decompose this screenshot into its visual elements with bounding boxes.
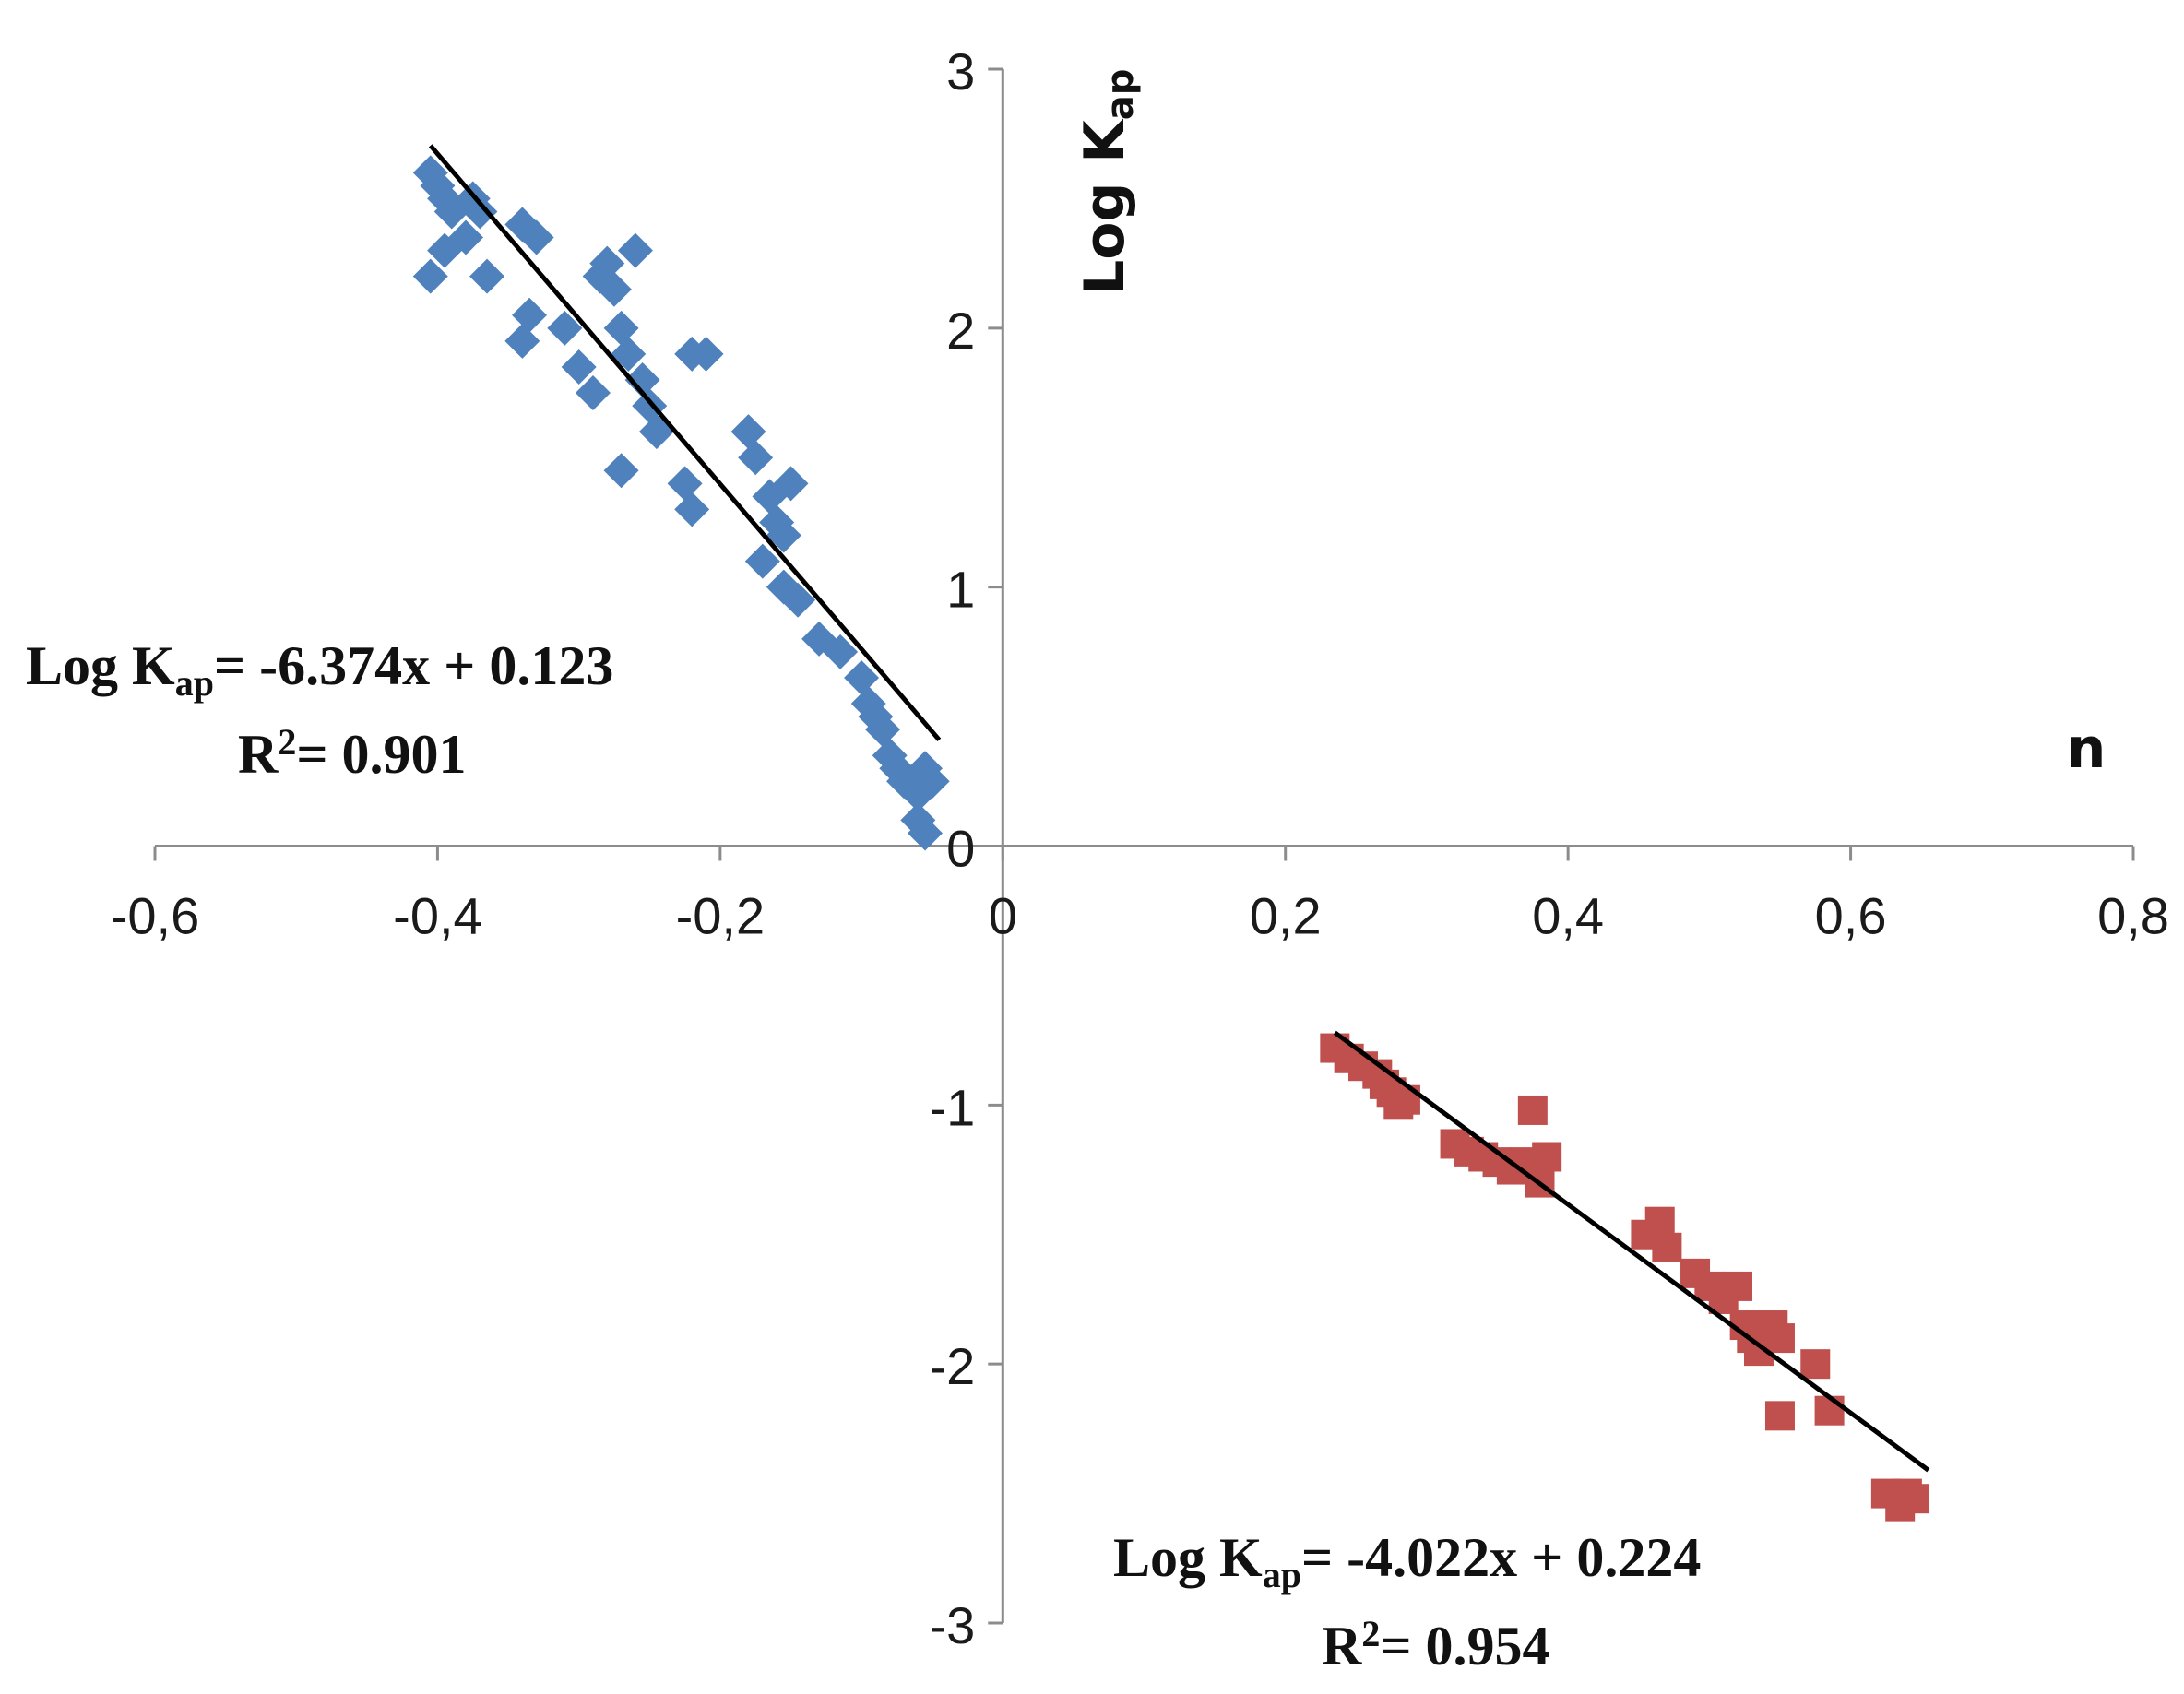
data-point-square <box>1764 1401 1795 1431</box>
data-point-diamond <box>730 414 766 450</box>
data-point-diamond <box>844 659 880 695</box>
data-point-diamond <box>412 258 448 294</box>
y-axis-title-main: Log K <box>1073 118 1137 295</box>
data-point-diamond <box>744 543 780 579</box>
data-point-diamond <box>518 219 554 255</box>
series-layer <box>412 155 1929 1522</box>
data-point-diamond <box>624 362 660 397</box>
series-1 <box>1320 1033 1929 1522</box>
y-tick-label: 0 <box>946 820 975 878</box>
data-point-square <box>1800 1349 1831 1380</box>
y-tick-label: -3 <box>929 1596 975 1654</box>
data-point-diamond <box>766 517 801 553</box>
data-point-diamond <box>561 349 597 385</box>
data-point-diamond <box>596 271 632 307</box>
y-tick-label: 3 <box>946 42 975 101</box>
data-point-diamond <box>603 310 639 346</box>
data-point-diamond <box>617 232 653 268</box>
data-point-diamond <box>504 323 540 359</box>
trendline-0 <box>428 144 942 741</box>
trendline-1 <box>1333 1030 1930 1473</box>
data-point-diamond <box>865 712 901 748</box>
data-point-diamond <box>667 466 703 502</box>
x-tick-label: -0,4 <box>393 887 482 945</box>
data-point-diamond <box>780 582 816 618</box>
x-tick-label: 0,4 <box>1532 887 1604 945</box>
x-tick-label: 0,6 <box>1815 887 1887 945</box>
data-point-square <box>1814 1395 1845 1426</box>
data-point-diamond <box>823 634 859 669</box>
data-point-diamond <box>773 466 809 502</box>
data-point-diamond <box>674 492 710 527</box>
data-point-diamond <box>603 453 639 489</box>
data-point-diamond <box>638 414 674 450</box>
y-axis-title: Log Kap <box>1073 69 1142 295</box>
tick-labels: -0,6 -0,4 -0,2 0 0,2 0,4 0,6 0,8 -3 -2 -1 0 1 2 3 <box>111 42 2169 1654</box>
y-tick-label: -1 <box>929 1078 975 1136</box>
equation-blue-line1: Log Kap= -6.374x + 0.123 <box>26 635 613 704</box>
x-tick-label: 0,2 <box>1250 887 1322 945</box>
equation-annotation-red: Log Kap= -4.022x + 0.224 R2= 0.954 <box>1113 1527 1701 1676</box>
x-tick-label: 0 <box>989 887 1017 945</box>
axes <box>153 67 2135 1625</box>
data-point-diamond <box>914 764 950 800</box>
data-point-diamond <box>448 219 484 255</box>
equation-annotation-blue: Log Kap= -6.374x + 0.123 R2= 0.901 <box>26 635 613 785</box>
series-0 <box>412 155 950 851</box>
data-point-diamond <box>589 245 625 281</box>
x-tick-label: 0,8 <box>2097 887 2169 945</box>
data-point-diamond <box>512 297 548 333</box>
equation-red-line1: Log Kap= -4.022x + 0.224 <box>1113 1527 1701 1595</box>
y-tick-label: -2 <box>929 1337 975 1395</box>
trendlines <box>428 144 1930 1473</box>
data-point-square <box>1899 1484 1929 1514</box>
equation-blue-line2: R2= 0.901 <box>238 721 467 785</box>
data-point-diamond <box>462 194 498 230</box>
data-point-square <box>1517 1095 1548 1125</box>
y-axis-title-sub: ap <box>1099 69 1142 121</box>
data-point-diamond <box>469 258 505 294</box>
data-point-diamond <box>908 815 944 851</box>
data-point-square <box>1723 1271 1752 1301</box>
x-tick-label: -0,2 <box>676 887 766 945</box>
y-tick-label: 2 <box>946 302 975 360</box>
data-point-square <box>1764 1323 1795 1354</box>
x-axis-title: n <box>2067 717 2107 781</box>
data-point-diamond <box>547 310 583 346</box>
data-point-diamond <box>575 375 611 411</box>
data-point-square <box>1644 1206 1675 1237</box>
data-point-diamond <box>611 336 647 372</box>
data-point-square <box>1532 1142 1562 1172</box>
y-tick-label: 1 <box>946 561 975 619</box>
data-point-diamond <box>738 440 774 476</box>
data-point-diamond <box>688 336 724 372</box>
x-tick-label: -0,6 <box>111 887 200 945</box>
data-point-square <box>1652 1232 1682 1262</box>
equation-red-line2: R2= 0.954 <box>1322 1613 1550 1676</box>
